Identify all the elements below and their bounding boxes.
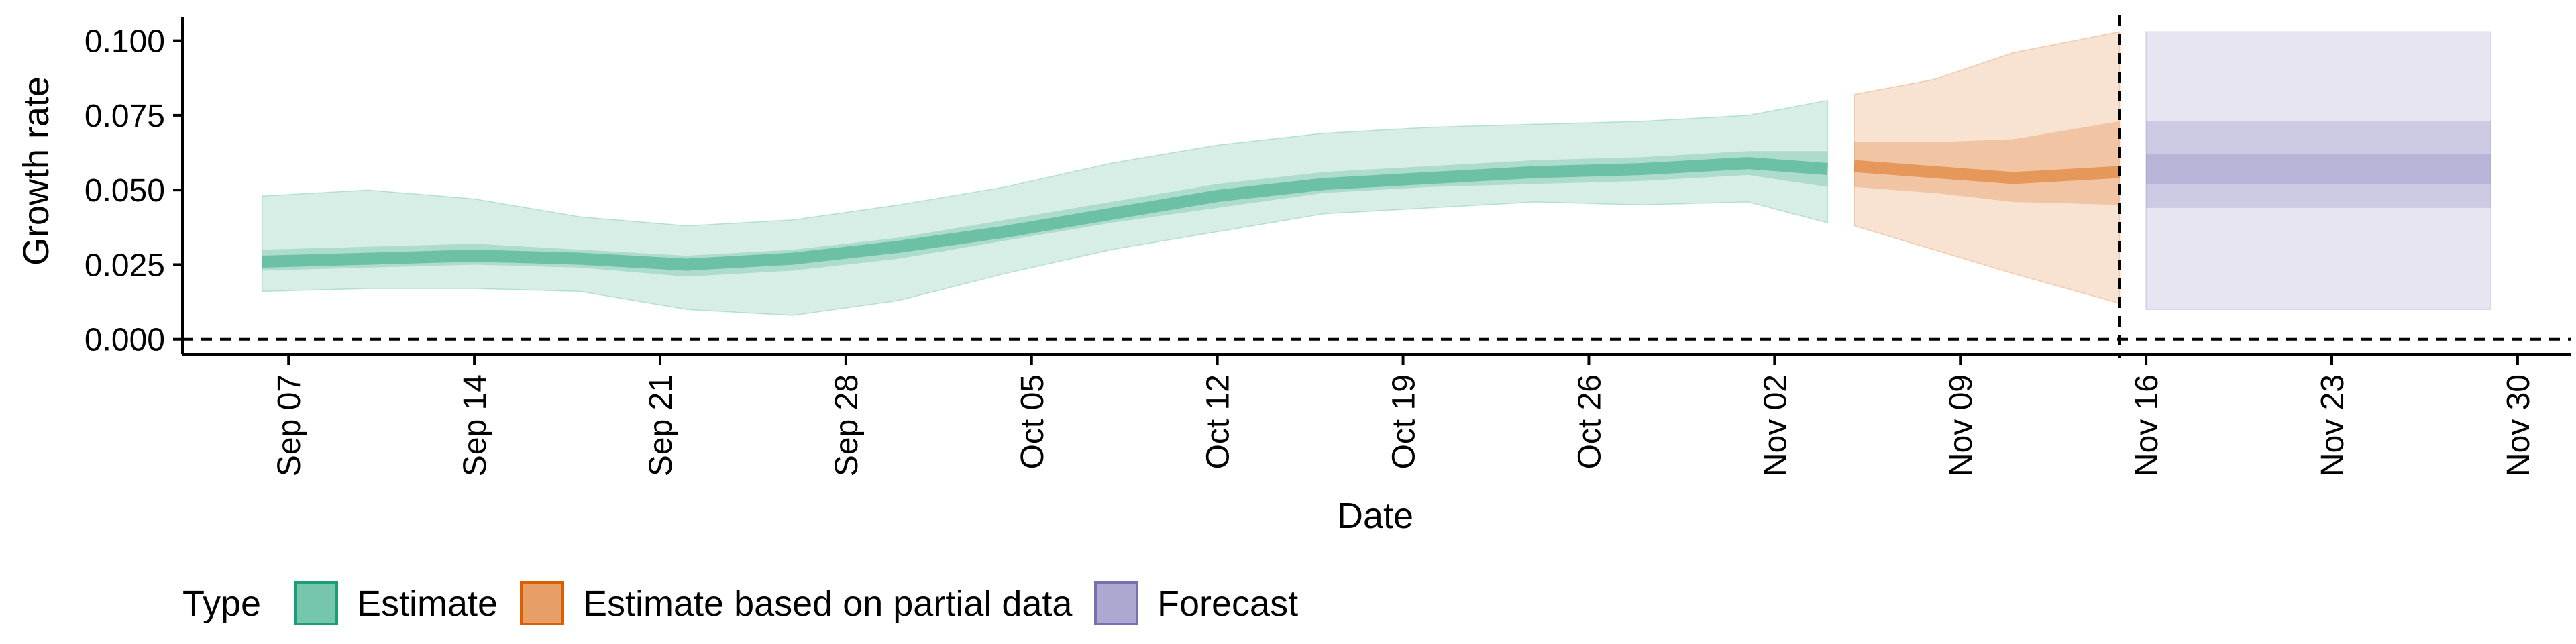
legend-swatch-forecast [1094,581,1138,625]
band-30-forecast [2146,154,2491,184]
bands-layer [261,31,2492,316]
y-tick-label: 0.000 [85,323,165,358]
x-tick-label: Oct 05 [1015,374,1051,469]
reference-lines [182,15,2571,358]
y-tick-label: 0.075 [85,99,165,134]
x-tick-label: Sep 28 [829,374,865,476]
y-tick-label: 0.050 [85,173,165,209]
band-50-estimate-based-on-partial-data [1854,121,2120,205]
x-axis-ticks: Sep 07 Sep 14 Sep 21 Sep 28 Oct 05 Oct 12 Oct … [272,354,2536,476]
band-90-forecast [2145,31,2492,310]
x-tick-label: Sep 14 [458,374,493,476]
band-50-estimate [262,151,1828,277]
axes [181,17,2571,356]
x-tick-label: Nov 30 [2501,374,2536,476]
y-tick-label: 0.025 [85,248,165,283]
x-tick-label: Nov 16 [2129,374,2165,476]
lines-layer [262,157,2121,271]
legend-label-estimate: Estimate [357,584,498,624]
x-axis-title: Date [1337,496,1413,536]
y-tick-label: 0.100 [85,24,165,60]
legend-swatch-estimate-based-on-partial-data [520,581,564,625]
y-axis-title: Growth rate [16,76,56,266]
x-tick-label: Nov 09 [1943,374,1979,476]
legend-swatch-estimate [294,581,338,625]
x-tick-label: Nov 23 [2315,374,2351,476]
median-line-estimate [262,157,1829,271]
y-axis-ticks: 0.000 0.025 0.050 0.075 0.100 [85,24,182,358]
x-tick-label: Nov 02 [1758,374,1793,476]
band-90-estimate [261,99,1829,316]
x-tick-label: Oct 12 [1201,374,1236,469]
legend-label-estimate-based-on-partial-data: Estimate based on partial data [583,584,1073,624]
median-line-estimate-based-on-partial-data [1854,160,2121,184]
band-50-forecast [2146,121,2491,208]
x-tick-label: Sep 07 [272,374,307,476]
x-tick-label: Oct 26 [1572,374,1607,469]
x-tick-label: Oct 19 [1387,374,1422,469]
x-tick-label: Sep 21 [643,374,679,476]
legend-title: Type [182,584,261,624]
legend: Type Estimate Estimate based on partial d… [182,581,1298,625]
legend-label-forecast: Forecast [1157,584,1298,624]
legend-items: Estimate Estimate based on partial data Fo… [294,581,1298,625]
